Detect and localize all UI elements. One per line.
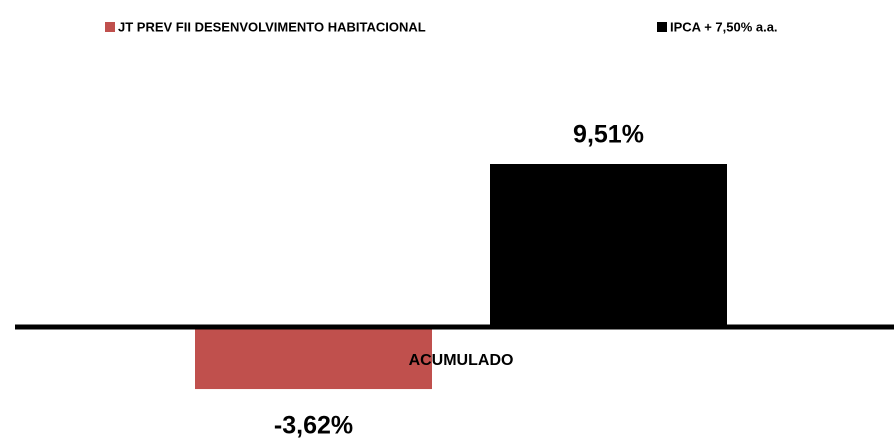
legend-label: JT PREV FII DESENVOLVIMENTO HABITACIONAL: [118, 19, 426, 34]
legend-swatch: [657, 22, 667, 32]
legend-swatch: [105, 22, 115, 32]
legend-label: IPCA + 7,50% a.a.: [670, 19, 778, 34]
bar: [490, 164, 727, 327]
value-label: -3,62%: [274, 412, 353, 440]
category-label: ACUMULADO: [409, 352, 514, 369]
value-label: 9,51%: [573, 121, 644, 149]
bar: [195, 327, 432, 390]
